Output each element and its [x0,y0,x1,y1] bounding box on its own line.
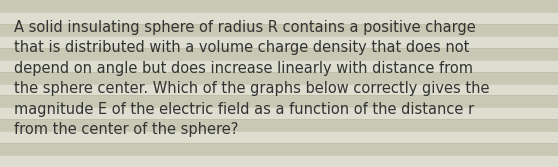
Bar [0,24,558,36]
Bar [0,143,558,155]
Bar [0,155,558,167]
Bar [0,95,558,107]
Bar [0,36,558,48]
Bar [0,119,558,131]
Text: A solid insulating sphere of radius R contains a positive charge
that is distrib: A solid insulating sphere of radius R co… [14,20,489,137]
Bar [0,84,558,95]
Bar [0,12,558,24]
Bar [0,131,558,143]
Bar [0,0,558,12]
Bar [0,107,558,119]
Bar [0,48,558,60]
Bar [0,60,558,72]
Bar [0,72,558,84]
